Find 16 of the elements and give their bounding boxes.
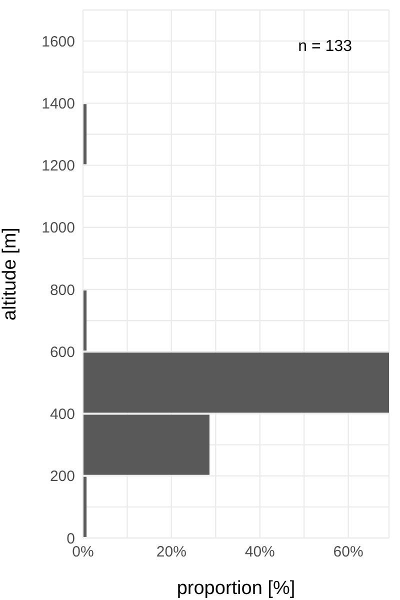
y-tick-label: 800 <box>50 282 75 299</box>
x-tick-label: 20% <box>156 544 186 561</box>
y-tick-label: 400 <box>50 406 75 424</box>
x-axis-title: proportion [%] <box>176 578 296 599</box>
x-tick-label: 0% <box>72 544 94 561</box>
y-tick-label: 1200 <box>42 158 75 175</box>
y-tick-label: 0 <box>66 530 75 548</box>
annotation: n = 133 <box>298 38 352 56</box>
y-tick-label: 600 <box>50 344 75 361</box>
y-tick-label: 1000 <box>42 220 75 237</box>
y-axis-title: altitude [m] <box>0 228 21 320</box>
x-tick-label: 40% <box>244 544 275 561</box>
x-tick-label: 60% <box>333 544 364 561</box>
y-tick-label: 1400 <box>42 96 75 112</box>
y-tick-label: 200 <box>50 468 75 486</box>
y-tick-label: 1600 <box>42 33 75 50</box>
